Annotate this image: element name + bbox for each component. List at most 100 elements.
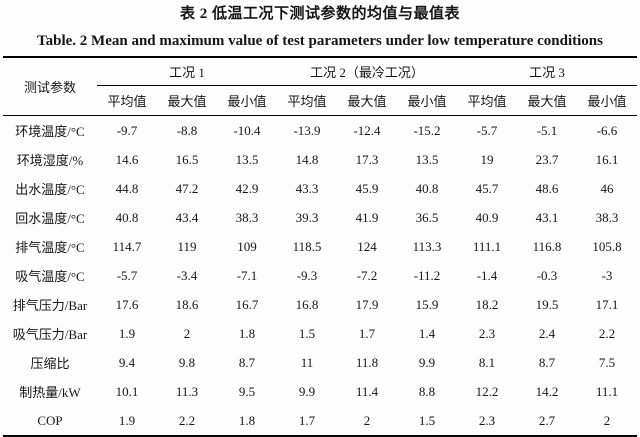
table-cell: -12.4 bbox=[353, 122, 381, 138]
stat-header-mean-1: 平均值 bbox=[97, 85, 157, 116]
table-cell: -15.2 bbox=[413, 122, 441, 138]
table-row: 制热量/kW 10.1 11.3 9.5 9.9 11.4 8.8 12.2 1… bbox=[3, 377, 637, 406]
table-cell: 17.3 bbox=[355, 151, 379, 167]
table-cell: 2 bbox=[603, 412, 611, 428]
table-cell: 19 bbox=[480, 151, 494, 167]
table-cell: 2.3 bbox=[478, 325, 496, 341]
table-cell: -9.7 bbox=[116, 122, 138, 138]
table-cell: 13.5 bbox=[415, 151, 439, 167]
stat-header-min-1: 最小值 bbox=[217, 85, 277, 116]
table-cell: 1.5 bbox=[298, 325, 316, 341]
table-cell: 18.2 bbox=[475, 296, 499, 312]
param-label: 排气压力/Bar bbox=[12, 298, 88, 313]
stat-header-mean-2: 平均值 bbox=[277, 85, 337, 116]
table-cell: 124 bbox=[357, 238, 377, 254]
table-cell: 15.9 bbox=[415, 296, 439, 312]
table-cell: 46 bbox=[600, 180, 614, 196]
table-cell: 1.5 bbox=[418, 412, 436, 428]
param-label: 吸气压力/Bar bbox=[12, 327, 88, 342]
table-row: 出水温度/°C 44.8 47.2 42.9 43.3 45.9 40.8 45… bbox=[3, 174, 637, 203]
param-label: 环境温度/°C bbox=[15, 124, 85, 139]
table-cell: -8.8 bbox=[176, 122, 198, 138]
table-cell: 48.6 bbox=[535, 180, 559, 196]
param-label: 排气温度/°C bbox=[15, 240, 85, 255]
table-cell: 17.1 bbox=[595, 296, 619, 312]
param-label: 压缩比 bbox=[30, 356, 70, 371]
group-header-condition-2: 工况 2（最冷工况） bbox=[277, 57, 457, 86]
table-cell: 45.7 bbox=[475, 180, 499, 196]
table-cell: 2.2 bbox=[178, 412, 196, 428]
table-cell: 1.8 bbox=[238, 325, 256, 341]
stat-header-row: 平均值 最大值 最小值 平均值 最大值 最小值 平均值 最大值 最小值 bbox=[3, 85, 637, 116]
table-cell: 40.8 bbox=[415, 180, 439, 196]
table-cell: 7.5 bbox=[598, 354, 616, 370]
table-cell: 41.9 bbox=[355, 209, 379, 225]
table-cell: 47.2 bbox=[175, 180, 199, 196]
table-cell: 14.2 bbox=[535, 383, 559, 399]
param-label: COP bbox=[37, 412, 63, 428]
table-cell: -7.2 bbox=[356, 267, 378, 283]
table-cell: 9.9 bbox=[298, 383, 316, 399]
table-cell: 14.8 bbox=[295, 151, 319, 167]
table-cell: -0.3 bbox=[536, 267, 558, 283]
table-cell: 2 bbox=[183, 325, 191, 341]
table-cell: 109 bbox=[237, 238, 257, 254]
stat-header-max-2: 最大值 bbox=[337, 85, 397, 116]
table-cell: 43.4 bbox=[175, 209, 199, 225]
table-cell: 116.8 bbox=[532, 238, 562, 254]
param-label: 制热量/kW bbox=[19, 385, 81, 400]
table-cell: -10.4 bbox=[233, 122, 261, 138]
table-cell: -3 bbox=[601, 267, 613, 283]
table-cell: 113.3 bbox=[412, 238, 442, 254]
table-cell: 10.1 bbox=[115, 383, 139, 399]
table-body: 环境温度/°C -9.7 -8.8 -10.4 -13.9 -12.4 -15.… bbox=[3, 116, 637, 437]
table-cell: 1.7 bbox=[298, 412, 316, 428]
stat-header-min-2: 最小值 bbox=[397, 85, 457, 116]
table-cell: 36.5 bbox=[415, 209, 439, 225]
param-label: 出水温度/°C bbox=[15, 182, 85, 197]
table-cell: -13.9 bbox=[293, 122, 321, 138]
table-cell: -5.7 bbox=[116, 267, 138, 283]
table-cell: 40.8 bbox=[115, 209, 139, 225]
table-cell: 11.8 bbox=[355, 354, 379, 370]
table-row: 吸气压力/Bar 1.9 2 1.8 1.5 1.7 1.4 2.3 2.4 2… bbox=[3, 319, 637, 348]
table-cell: 45.9 bbox=[355, 180, 379, 196]
table-cell: 16.5 bbox=[175, 151, 199, 167]
table-row: 回水温度/°C 40.8 43.4 38.3 39.3 41.9 36.5 40… bbox=[3, 203, 637, 232]
table-title-zh: 表 2 低温工况下测试参数的均值与最值表 bbox=[179, 6, 460, 22]
table-row: 环境湿度/% 14.6 16.5 13.5 14.8 17.3 13.5 19 … bbox=[3, 145, 637, 174]
group-header-row: 测试参数 工况 1 工况 2（最冷工况） 工况 3 bbox=[3, 57, 637, 116]
table-cell: 19.5 bbox=[535, 296, 559, 312]
param-column-header: 测试参数 bbox=[3, 57, 97, 116]
table-cell: 8.7 bbox=[238, 354, 256, 370]
table-cell: -11.2 bbox=[413, 267, 441, 283]
table-cell: 17.6 bbox=[115, 296, 139, 312]
parameters-table: 测试参数 工况 1 工况 2（最冷工况） 工况 3 平均值 最大值 最小值 平均… bbox=[3, 56, 637, 437]
table-cell: 38.3 bbox=[235, 209, 259, 225]
param-label: 回水温度/°C bbox=[15, 211, 85, 226]
group-header-condition-3: 工况 3 bbox=[457, 57, 637, 86]
table-cell: 17.9 bbox=[355, 296, 379, 312]
table-cell: 8.7 bbox=[538, 354, 556, 370]
table-cell: -1.4 bbox=[476, 267, 498, 283]
table-cell: 16.7 bbox=[235, 296, 259, 312]
stat-header-max-1: 最大值 bbox=[157, 85, 217, 116]
table-cell: 2.2 bbox=[598, 325, 616, 341]
table-cell: 43.3 bbox=[295, 180, 319, 196]
table-cell: 9.8 bbox=[178, 354, 196, 370]
table-row: 压缩比 9.4 9.8 8.7 11 11.8 9.9 8.1 8.7 7.5 bbox=[3, 348, 637, 377]
stat-header-mean-3: 平均值 bbox=[457, 85, 517, 116]
table-cell: -5.1 bbox=[536, 122, 558, 138]
stat-header-min-3: 最小值 bbox=[577, 85, 637, 116]
table-cell: 11.3 bbox=[175, 383, 199, 399]
table-cell: -7.1 bbox=[236, 267, 258, 283]
table-cell: 9.9 bbox=[418, 354, 436, 370]
table-cell: 42.9 bbox=[235, 180, 259, 196]
table-cell: 9.5 bbox=[238, 383, 256, 399]
table-cell: 1.8 bbox=[238, 412, 256, 428]
table-title-en: Table. 2 Mean and maximum value of test … bbox=[37, 33, 603, 49]
table-cell: 119 bbox=[177, 238, 197, 254]
table-cell: 105.8 bbox=[592, 238, 622, 254]
table-cell: 43.1 bbox=[535, 209, 559, 225]
